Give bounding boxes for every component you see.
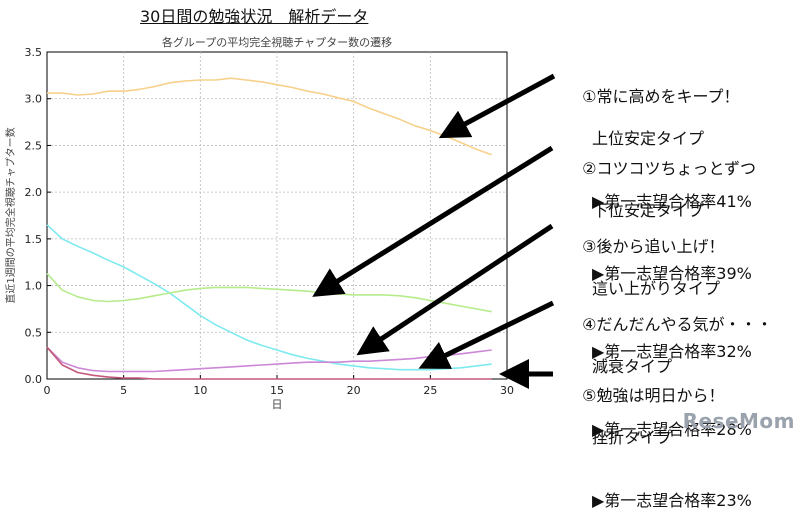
annotation-2-line3: ▶第一志望合格率39%	[592, 264, 752, 283]
series-line-3	[46, 272, 492, 313]
annotation-4-line3: ▶第一志望合格率28%	[592, 420, 752, 439]
chart-title: 各グループの平均完全視聴チャプター数の遷移	[162, 35, 392, 49]
annotation-group-3: ③後から追い上げ！ 這い上がりタイプ ▶第一志望合格率32%	[572, 215, 752, 383]
annotation-arrow-3	[356, 223, 554, 356]
x-tick-label: 15	[270, 384, 284, 397]
series-line-5	[46, 346, 492, 380]
annotation-1-line2: 上位安定タイプ	[592, 129, 705, 148]
annotation-group-4: ④だんだんやる気が・・・ 減衰タイプ ▶第一志望合格率28%	[572, 293, 773, 461]
y-tick-label: 2.0	[25, 186, 43, 199]
annotation-4-line2: 減衰タイプ	[592, 357, 673, 376]
page-title: 30日間の勉強状況 解析データ	[140, 7, 369, 26]
x-tick-label: 20	[347, 384, 361, 397]
x-tick-label: 10	[193, 384, 207, 397]
y-axis-label: 直近1週間の平均完全視聴チャプター数	[4, 127, 17, 303]
line-chart: 0 5 10 15 20 25 30 0.0 0.5 1.0 1.5 2.0 2.5 3.0 3.5 各グルー…	[4, 35, 556, 411]
annotation-arrow-4	[418, 300, 555, 369]
annotation-5-line1: ⑤勉強は明日から！	[582, 386, 725, 405]
annotation-arrow-2	[312, 145, 554, 297]
series-line-2	[46, 224, 492, 371]
y-tick-label: 1.0	[25, 280, 43, 293]
x-tick-label: 30	[500, 384, 514, 397]
annotation-1-line1: ①常に高めをキープ！	[582, 87, 740, 106]
annotation-group-5: ⑤勉強は明日から！ 挫折タイプ ▶第一志望合格率23%	[572, 364, 752, 532]
y-tick-label: 3.0	[25, 93, 43, 106]
annotation-arrow-1	[438, 73, 556, 139]
annotation-5-line3: ▶第一志望合格率23%	[592, 491, 752, 510]
y-tick-label: 1.5	[25, 233, 43, 246]
annotation-group-2: ②コツコツちょっとずつ 下位安定タイプ ▶第一志望合格率39%	[572, 137, 756, 305]
y-tick-label: 0.5	[25, 326, 43, 339]
annotation-1-line3: ▶第一志望合格率41%	[592, 192, 752, 211]
y-tick-label: 3.5	[25, 46, 43, 59]
x-axis-label: 日	[272, 398, 283, 411]
series-line-4	[46, 346, 492, 373]
annotation-group-1: ①常に高めをキープ！ 上位安定タイプ ▶第一志望合格率41%	[572, 65, 752, 233]
x-tick-label: 25	[423, 384, 437, 397]
annotation-4-line1: ④だんだんやる気が・・・	[582, 315, 773, 334]
annotation-2-line2: 下位安定タイプ	[592, 201, 705, 220]
y-tick-label: 2.5	[25, 139, 43, 152]
series-line-1	[47, 77, 492, 156]
annotation-3-line1: ③後から追い上げ！	[582, 237, 725, 256]
annotation-2-line1: ②コツコツちょっとずつ	[582, 159, 757, 178]
watermark-logo: ReseMom	[682, 409, 795, 433]
y-tick-label: 0.0	[25, 373, 43, 386]
x-tick-label: 0	[44, 384, 51, 397]
annotation-3-line3: ▶第一志望合格率32%	[592, 342, 752, 361]
x-tick-label: 5	[120, 384, 127, 397]
annotation-3-line2: 這い上がりタイプ	[592, 279, 721, 298]
